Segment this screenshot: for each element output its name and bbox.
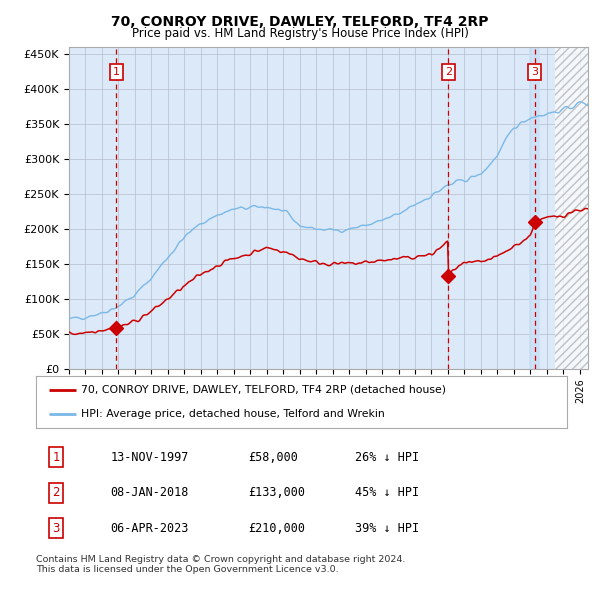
Text: 2: 2 <box>445 67 452 77</box>
Text: 2: 2 <box>52 486 60 499</box>
Text: 3: 3 <box>52 522 60 535</box>
Text: HPI: Average price, detached house, Telford and Wrekin: HPI: Average price, detached house, Telf… <box>81 409 385 419</box>
Text: 3: 3 <box>531 67 538 77</box>
Bar <box>555 47 588 369</box>
Text: Contains HM Land Registry data © Crown copyright and database right 2024.
This d: Contains HM Land Registry data © Crown c… <box>36 555 406 574</box>
Text: 39% ↓ HPI: 39% ↓ HPI <box>355 522 419 535</box>
Text: 70, CONROY DRIVE, DAWLEY, TELFORD, TF4 2RP: 70, CONROY DRIVE, DAWLEY, TELFORD, TF4 2… <box>111 15 489 29</box>
Text: 06-APR-2023: 06-APR-2023 <box>110 522 189 535</box>
Text: 1: 1 <box>113 67 120 77</box>
Text: 45% ↓ HPI: 45% ↓ HPI <box>355 486 419 499</box>
Text: 26% ↓ HPI: 26% ↓ HPI <box>355 451 419 464</box>
Text: Price paid vs. HM Land Registry's House Price Index (HPI): Price paid vs. HM Land Registry's House … <box>131 27 469 40</box>
Text: 08-JAN-2018: 08-JAN-2018 <box>110 486 189 499</box>
Text: £210,000: £210,000 <box>248 522 305 535</box>
Text: 70, CONROY DRIVE, DAWLEY, TELFORD, TF4 2RP (detached house): 70, CONROY DRIVE, DAWLEY, TELFORD, TF4 2… <box>81 385 446 395</box>
Text: £58,000: £58,000 <box>248 451 298 464</box>
Text: 13-NOV-1997: 13-NOV-1997 <box>110 451 189 464</box>
Bar <box>529 47 541 369</box>
Text: 1: 1 <box>52 451 60 464</box>
Text: £133,000: £133,000 <box>248 486 305 499</box>
